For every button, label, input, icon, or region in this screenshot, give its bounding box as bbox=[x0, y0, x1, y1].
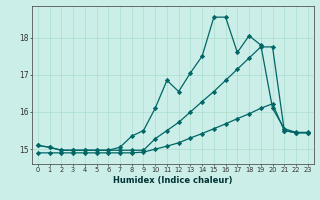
X-axis label: Humidex (Indice chaleur): Humidex (Indice chaleur) bbox=[113, 176, 233, 185]
